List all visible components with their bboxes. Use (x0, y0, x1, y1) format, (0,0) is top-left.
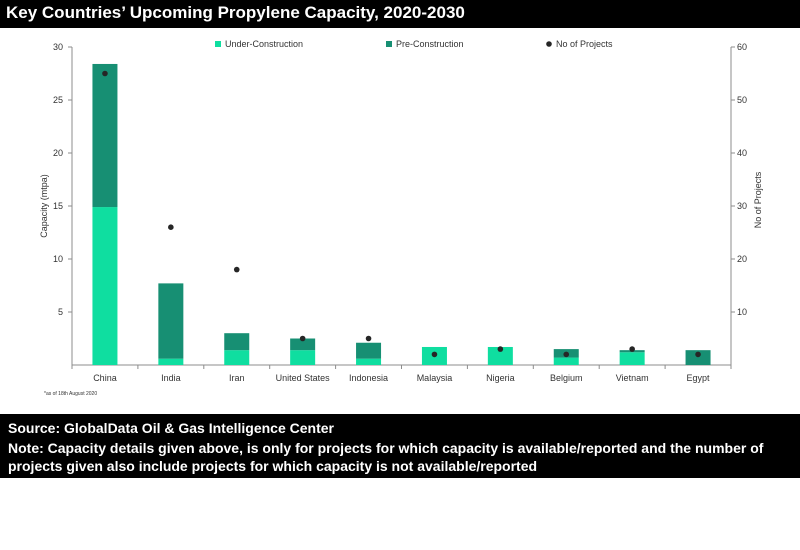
chart: 5 10 15 20 25 30 10 20 30 40 50 60 Capacity (mtpa) No… (39, 39, 763, 397)
bar-pre-construction (356, 342, 382, 359)
category-label: Vietnam (616, 373, 649, 383)
y-tick-label: 5 (58, 307, 63, 317)
bar-pre-construction (92, 63, 118, 208)
project-count-dot (563, 351, 570, 358)
bar-pre-construction (158, 283, 184, 359)
project-count-dot (629, 346, 635, 352)
bar-pre-construction (224, 333, 250, 351)
bar-under-construction (553, 357, 579, 365)
y2-tick-label: 40 (737, 148, 747, 158)
bar-under-construction (487, 346, 513, 365)
category-label: Belgium (550, 373, 583, 383)
bar-under-construction (619, 352, 645, 365)
category-label: China (93, 373, 117, 383)
legend-label: Under-Construction (225, 39, 303, 49)
category-label: Iran (229, 373, 245, 383)
bars-group (92, 63, 711, 365)
project-count-dot (102, 70, 108, 77)
y2-tick-label: 10 (737, 307, 747, 317)
legend-label: Pre-Construction (396, 39, 464, 49)
page-title: Key Countries’ Upcoming Propylene Capaci… (6, 3, 465, 22)
y-tick-label: 15 (53, 201, 63, 211)
y-tick-label: 30 (53, 42, 63, 52)
y2-tick-label: 20 (737, 254, 747, 264)
footnote: *as of 18th August 2020 (44, 391, 97, 397)
legend: Under-Construction Pre-Construction No of … (215, 39, 613, 49)
footer: Source: GlobalData Oil & Gas Intelligenc… (0, 414, 800, 478)
bar-under-construction (92, 207, 118, 365)
project-count-dot (365, 335, 372, 342)
y2-axis-label: No of Projects (753, 171, 763, 228)
legend-swatch (386, 41, 392, 47)
bar-under-construction (158, 358, 184, 365)
project-count-dot (695, 351, 701, 358)
legend-swatch (215, 41, 221, 47)
note-text: Note: Capacity details given above, is o… (8, 440, 764, 474)
legend-dot-icon (546, 41, 552, 47)
category-label: Nigeria (486, 373, 515, 383)
y-tick-label: 20 (53, 148, 63, 158)
project-count-dot (168, 224, 174, 230)
category-label: Egypt (687, 373, 711, 383)
project-count-dot (299, 335, 306, 342)
project-count-dot (497, 346, 504, 352)
y2-tick-label: 60 (737, 42, 747, 52)
y2-tick-label: 50 (737, 95, 747, 105)
axes: 5 10 15 20 25 30 10 20 30 40 50 60 Capacity (mtpa) No… (39, 42, 763, 369)
y-tick-label: 10 (53, 254, 63, 264)
category-label: Indonesia (349, 373, 388, 383)
project-dots-group (102, 70, 701, 358)
bar-under-construction (356, 358, 382, 365)
source-text: Source: GlobalData Oil & Gas Intelligenc… (8, 420, 334, 436)
bar-pre-construction (685, 350, 711, 365)
legend-label: No of Projects (556, 39, 613, 49)
y2-tick-label: 30 (737, 201, 747, 211)
project-count-dot (233, 266, 240, 273)
bar-pre-construction (290, 338, 316, 351)
category-label: Malaysia (417, 373, 453, 383)
category-labels: China India Iran United States Indonesia Mala… (93, 373, 710, 383)
bar-under-construction (224, 350, 250, 365)
project-count-dot (431, 351, 438, 358)
y-axis-label: Capacity (mtpa) (39, 174, 49, 238)
category-label: India (161, 373, 181, 383)
bar-under-construction (290, 350, 316, 365)
title-bar: Key Countries’ Upcoming Propylene Capaci… (0, 0, 800, 28)
y-tick-label: 25 (53, 95, 63, 105)
category-label: United States (276, 373, 331, 383)
